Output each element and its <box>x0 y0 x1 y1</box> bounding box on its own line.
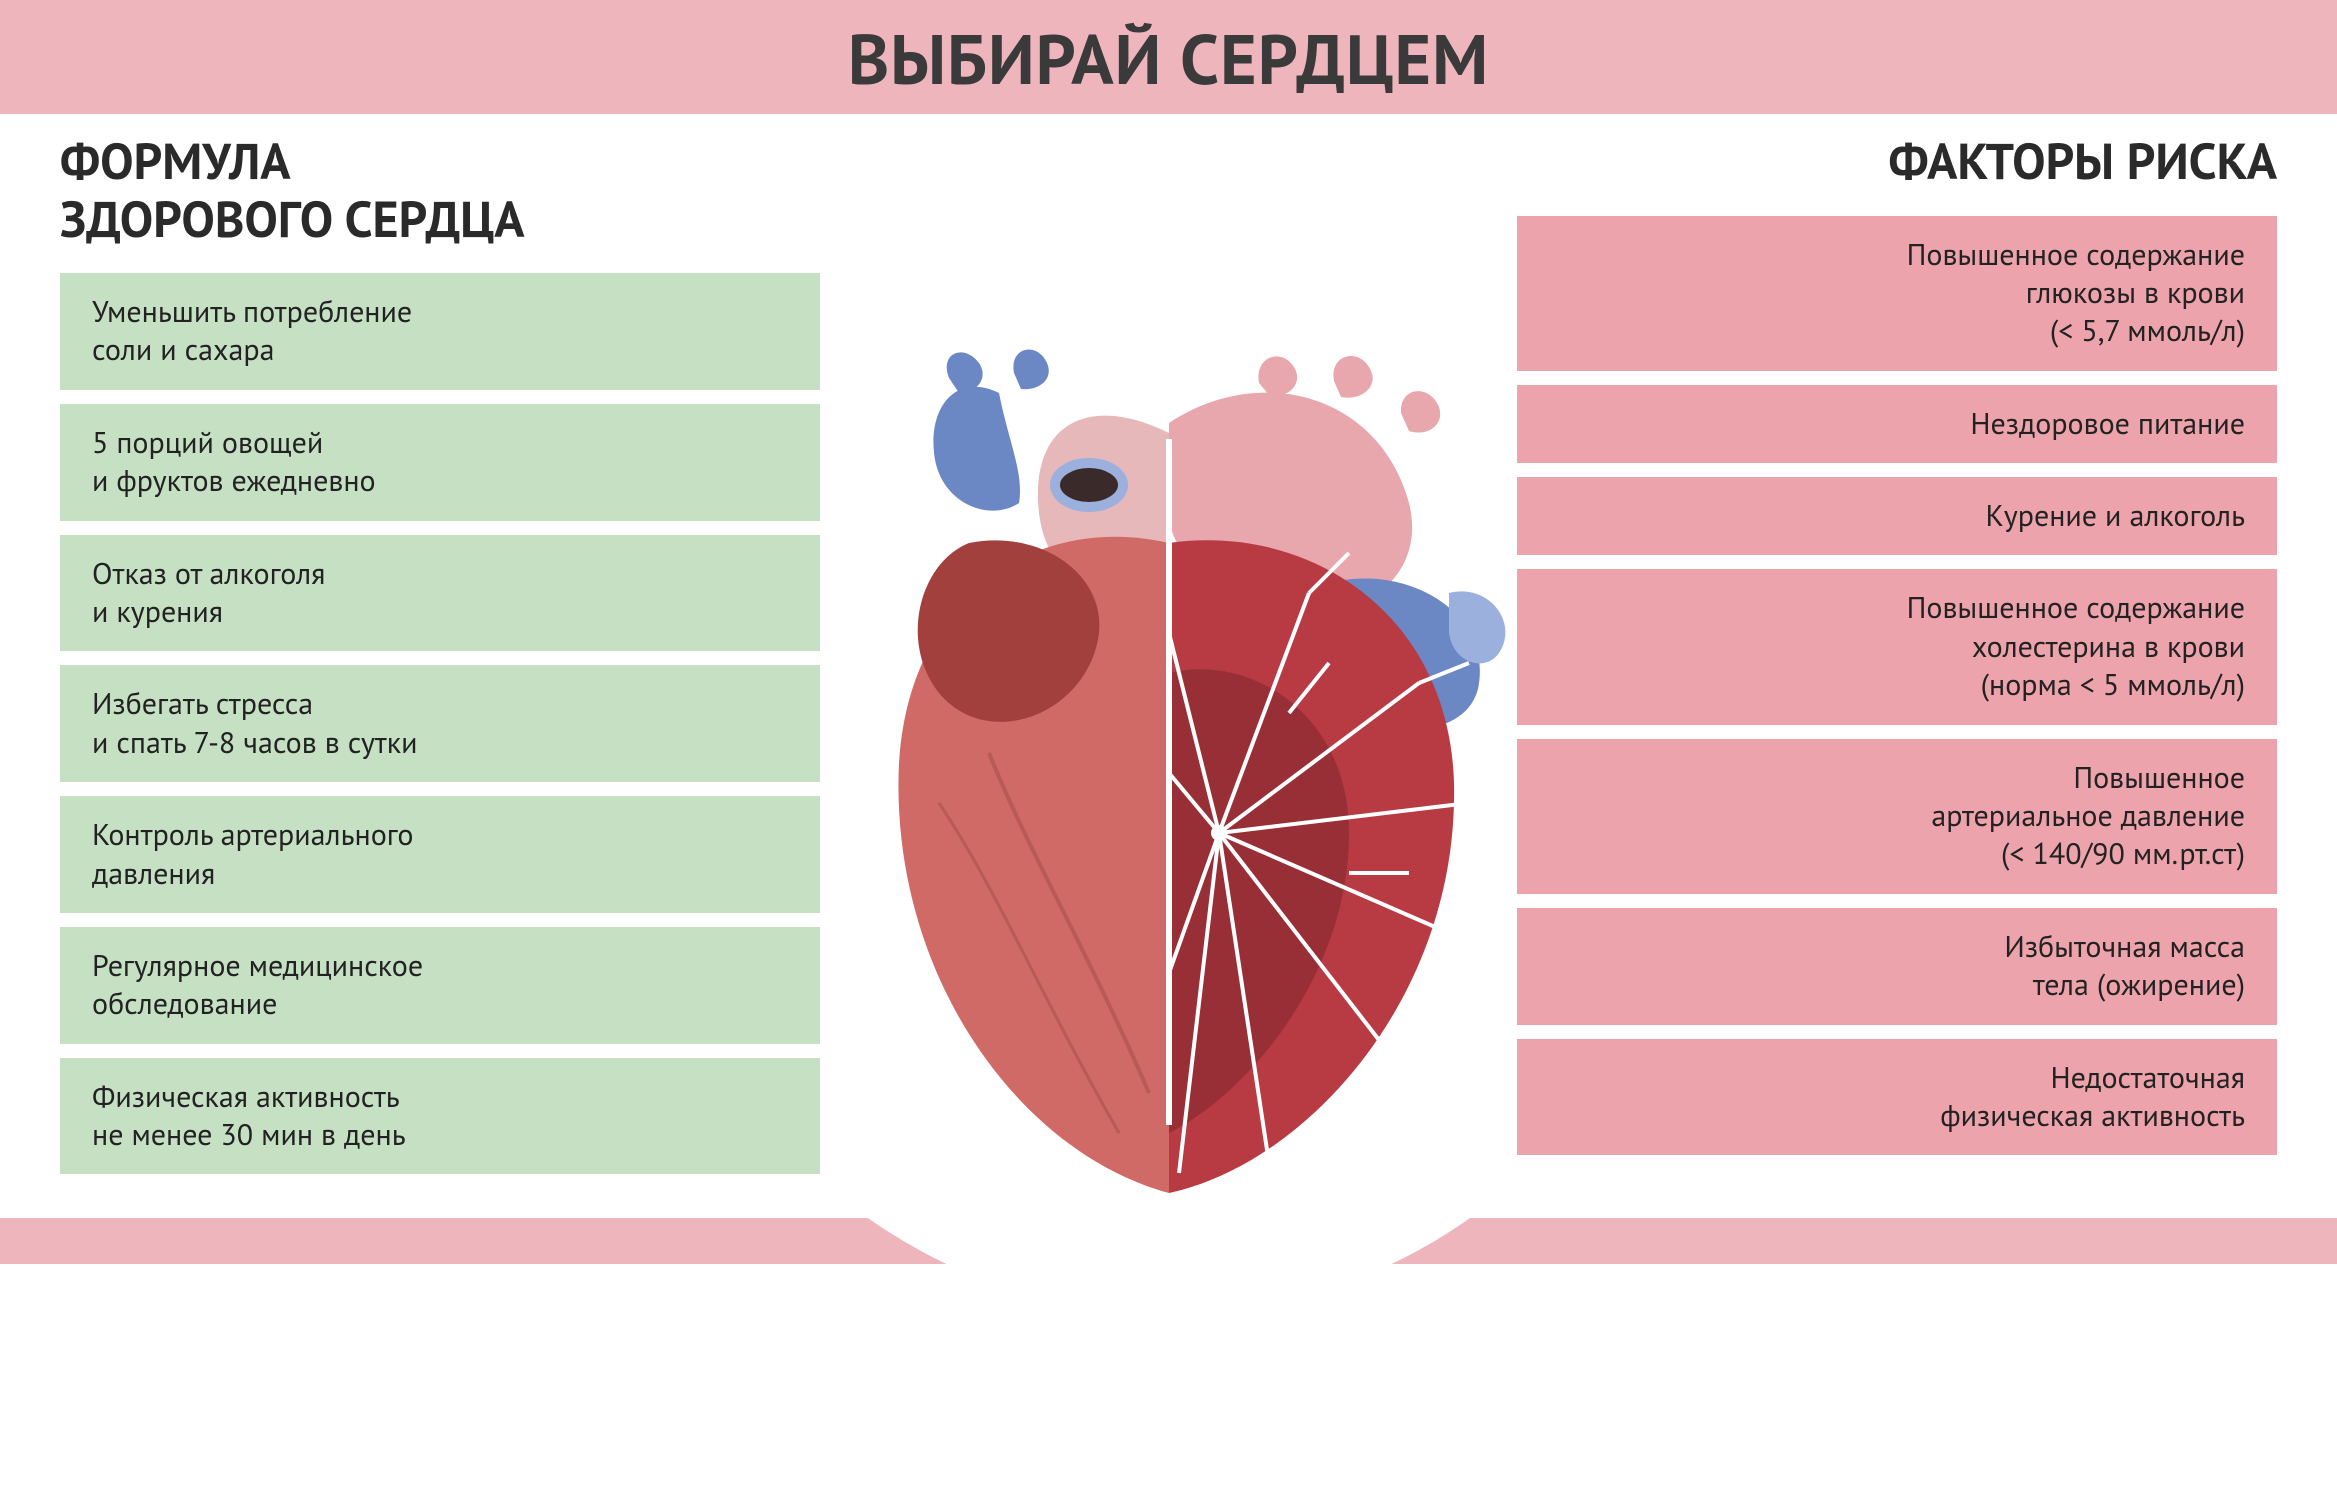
title-bar: ВЫБИРАЙ СЕРДЦЕМ <box>0 0 2337 114</box>
healthy-column: ФОРМУЛА ЗДОРОВОГО СЕРДЦА Уменьшить потре… <box>60 132 820 1188</box>
list-item: Повышенное артериальное давление (< 140/… <box>1517 739 2277 894</box>
list-item: Курение и алкоголь <box>1517 477 2277 555</box>
heart-damaged-half <box>1169 356 1505 1193</box>
heart-divider <box>1166 439 1172 1125</box>
healthy-heading: ФОРМУЛА ЗДОРОВОГО СЕРДЦА <box>60 132 820 247</box>
list-item: Регулярное медицинское обследование <box>60 927 820 1044</box>
heart-healthy-half <box>898 350 1169 1193</box>
heart-illustration <box>789 333 1549 1213</box>
list-item: Уменьшить потребление соли и сахара <box>60 273 820 390</box>
list-item: Отказ от алкоголя и курения <box>60 535 820 652</box>
list-item: Избыточная масса тела (ожирение) <box>1517 908 2277 1025</box>
main-columns: ФОРМУЛА ЗДОРОВОГО СЕРДЦА Уменьшить потре… <box>0 114 2337 1188</box>
list-item: Недостаточная физическая активность <box>1517 1039 2277 1156</box>
list-item: Физическая активность не менее 30 мин в … <box>60 1058 820 1175</box>
risk-heading: ФАКТОРЫ РИСКА <box>1517 132 2277 190</box>
list-item: Нездоровое питание <box>1517 385 2277 463</box>
list-item: Повышенное содержание холестерина в кров… <box>1517 569 2277 724</box>
page-title: ВЫБИРАЙ СЕРДЦЕМ <box>848 14 1489 104</box>
list-item: 5 порций овощей и фруктов ежедневно <box>60 404 820 521</box>
risk-column: ФАКТОРЫ РИСКА Повышенное содержание глюк… <box>1517 132 2277 1169</box>
list-item: Повышенное содержание глюкозы в крови (<… <box>1517 216 2277 371</box>
list-item: Избегать стресса и спать 7-8 часов в сут… <box>60 665 820 782</box>
list-item: Контроль артериального давления <box>60 796 820 913</box>
